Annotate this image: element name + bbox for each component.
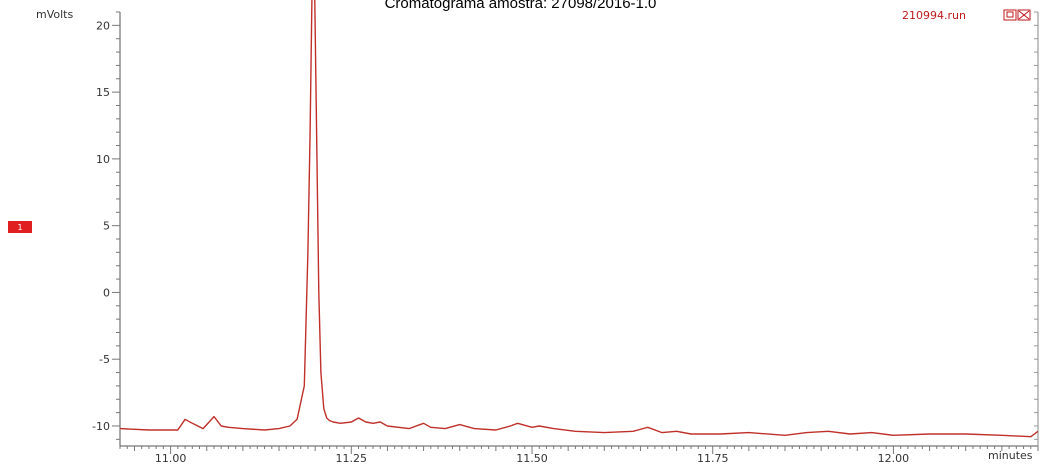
x-tick-label: 11.75 bbox=[697, 452, 729, 464]
title-bar: Cromatograma amostra: 27098/2016-1.0 bbox=[0, 0, 1041, 12]
x-tick-label: 11.50 bbox=[516, 452, 548, 464]
channel-marker-label: 1 bbox=[17, 223, 22, 232]
y-tick-label: 20 bbox=[96, 19, 110, 32]
y-tick-label: 10 bbox=[96, 153, 110, 166]
chromatogram-trace bbox=[120, 0, 1038, 438]
y-tick-label: 5 bbox=[103, 220, 110, 233]
restore-window-icon[interactable] bbox=[1003, 9, 1017, 21]
x-tick-label: 11.00 bbox=[155, 452, 187, 464]
x-tick-label: 11.25 bbox=[336, 452, 368, 464]
y-tick-label: 15 bbox=[96, 86, 110, 99]
channel-marker[interactable]: 1 bbox=[8, 221, 32, 233]
chart-title: Cromatograma amostra: 27098/2016-1.0 bbox=[384, 0, 657, 12]
y-tick-label: 0 bbox=[103, 286, 110, 299]
x-axis-label: minutes bbox=[988, 449, 1033, 462]
y-tick-label: -10 bbox=[92, 420, 110, 433]
close-window-icon[interactable] bbox=[1017, 9, 1031, 21]
y-axis-label: mVolts bbox=[36, 8, 73, 21]
x-tick-label: 12.00 bbox=[878, 452, 910, 464]
y-tick-label: -5 bbox=[99, 353, 110, 366]
run-file-label: 210994.run bbox=[902, 9, 966, 22]
